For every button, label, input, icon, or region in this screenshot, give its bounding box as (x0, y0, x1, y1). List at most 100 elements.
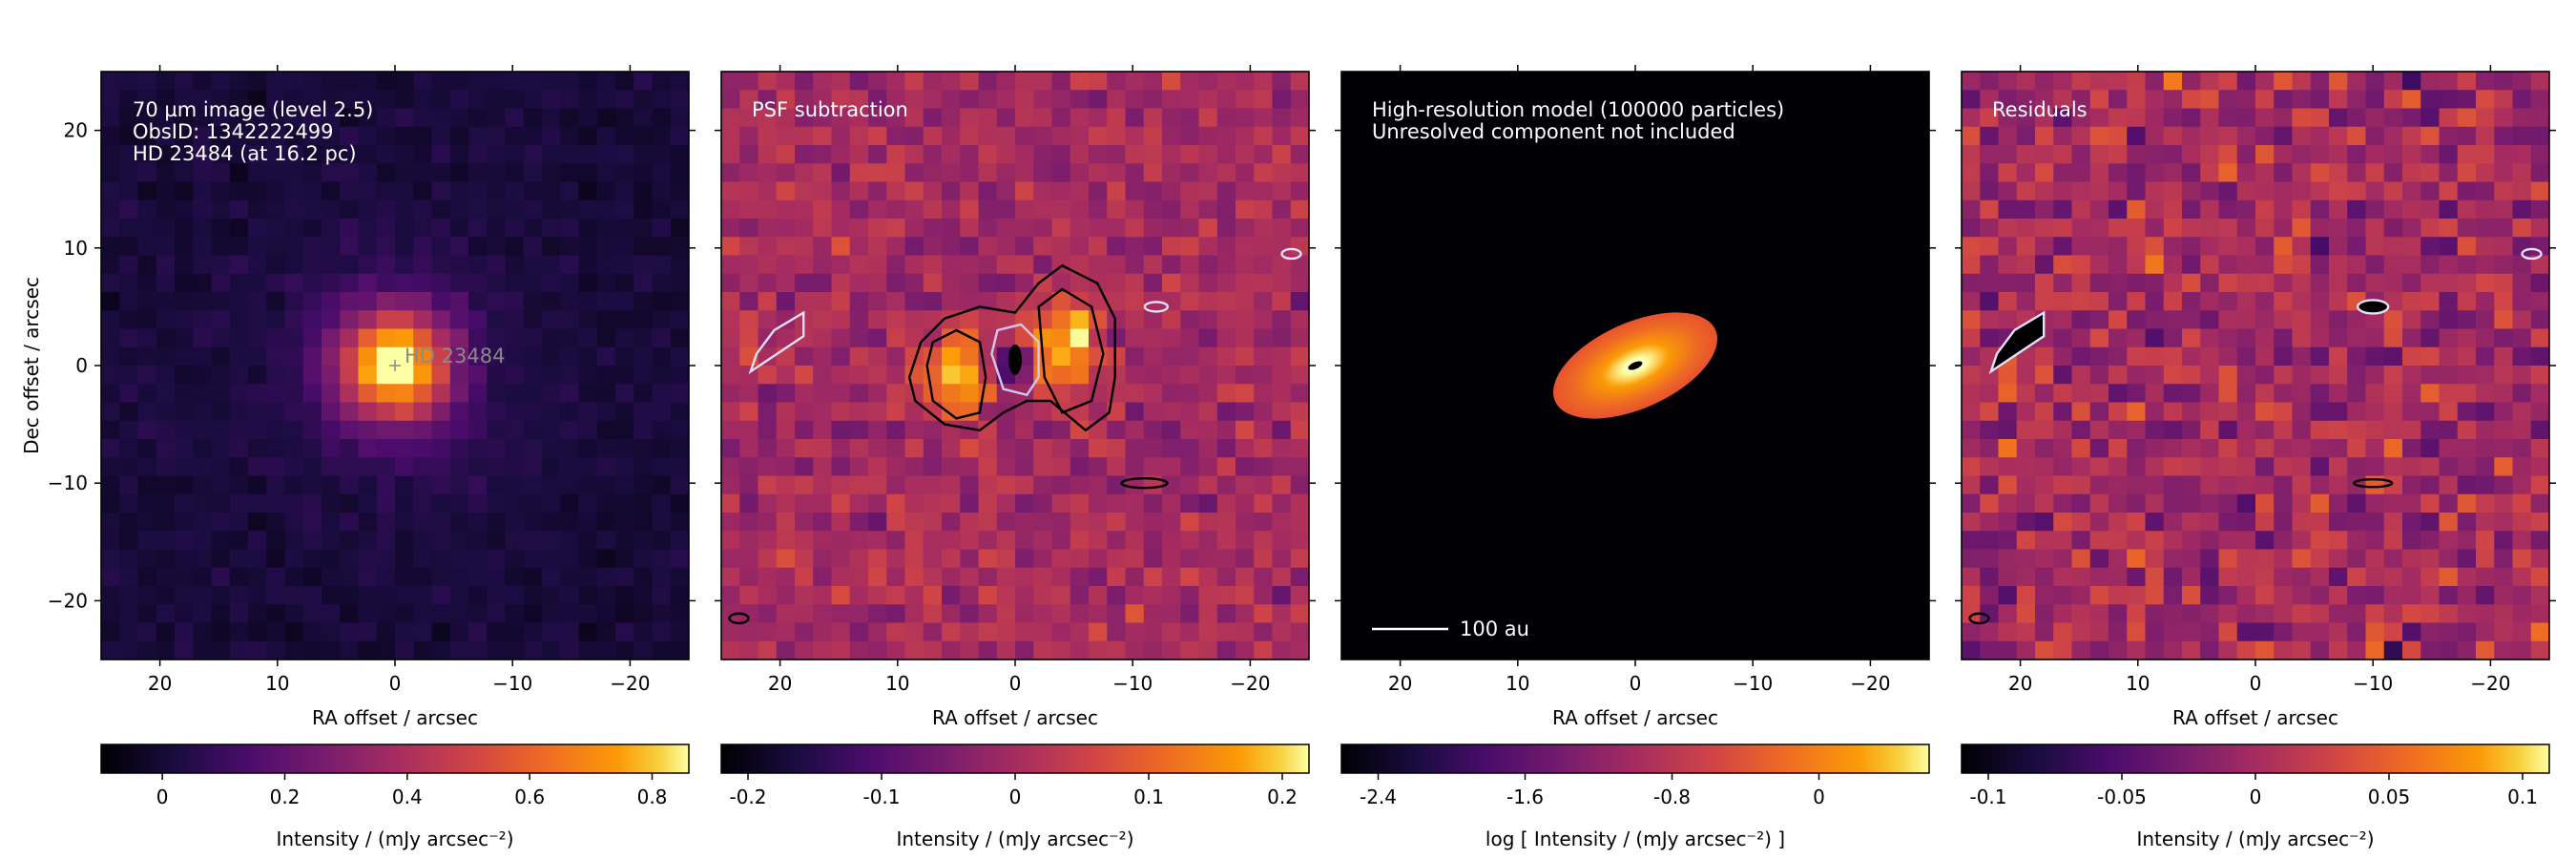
image-pixel (468, 90, 488, 110)
image-pixel (578, 255, 598, 275)
image-pixel (266, 328, 286, 348)
image-pixel (996, 475, 1016, 495)
image-pixel (302, 622, 322, 642)
image-pixel (831, 292, 851, 311)
image-pixel (2016, 586, 2036, 605)
image-pixel (578, 604, 598, 624)
image-pixel (795, 402, 814, 422)
image-pixel (868, 328, 887, 348)
image-pixel (1125, 549, 1145, 569)
image-pixel (942, 346, 961, 367)
image-pixel (2200, 255, 2220, 275)
image-pixel (193, 292, 213, 311)
image-pixel (942, 237, 961, 257)
image-pixel (904, 273, 924, 293)
image-pixel (119, 199, 139, 220)
image-pixel (175, 163, 194, 183)
image-pixel (248, 457, 267, 477)
image-pixel (1125, 273, 1145, 293)
image-pixel (849, 72, 869, 91)
image-pixel (1051, 549, 1071, 569)
image-pixel (1998, 273, 2018, 293)
image-pixel (542, 475, 561, 495)
image-pixel (2274, 384, 2294, 404)
image-pixel (2053, 292, 2073, 311)
image-pixel (229, 640, 249, 660)
image-pixel (1236, 273, 1255, 293)
image-pixel (652, 420, 672, 440)
image-pixel (1033, 163, 1053, 183)
image-pixel (615, 346, 634, 367)
image-pixel (1290, 292, 1309, 311)
image-pixel (542, 513, 561, 532)
panel-annotation: Unresolved component not included (1372, 120, 1735, 143)
image-pixel (1998, 366, 2018, 385)
image-pixel (322, 439, 341, 458)
image-pixel (322, 219, 341, 238)
image-pixel (1290, 108, 1309, 128)
image-pixel (923, 90, 943, 110)
image-pixel (248, 292, 267, 311)
image-pixel (978, 199, 998, 220)
image-pixel (119, 237, 139, 257)
image-pixel (1198, 126, 1218, 146)
image-pixel (1033, 493, 1053, 513)
image-pixel (739, 237, 759, 257)
image-pixel (2310, 475, 2330, 495)
image-pixel (634, 108, 654, 128)
image-pixel (596, 219, 616, 238)
image-pixel (1051, 640, 1071, 660)
image-pixel (739, 273, 759, 293)
image-pixel (1162, 219, 1181, 238)
image-pixel (849, 402, 869, 422)
image-pixel (2182, 72, 2201, 91)
image-pixel (1272, 402, 1292, 422)
image-pixel (449, 567, 469, 587)
image-pixel (1962, 255, 1981, 275)
image-pixel (431, 237, 451, 257)
image-pixel (1980, 163, 2000, 183)
image-pixel (1107, 420, 1127, 440)
image-pixel (413, 90, 433, 110)
image-pixel (942, 273, 961, 293)
image-pixel (578, 457, 598, 477)
image-pixel (2439, 145, 2459, 164)
image-pixel (156, 328, 176, 348)
image-pixel (2127, 346, 2147, 367)
image-pixel (2420, 72, 2441, 91)
image-pixel (376, 108, 396, 128)
image-pixel (795, 328, 814, 348)
image-pixel (119, 402, 139, 422)
image-pixel (137, 604, 157, 624)
image-pixel (2383, 622, 2403, 642)
image-pixel (2109, 640, 2128, 660)
image-pixel (849, 531, 869, 551)
image-pixel (340, 622, 360, 642)
image-pixel (2292, 328, 2312, 348)
image-pixel (119, 457, 139, 477)
image-pixel (1015, 531, 1034, 551)
image-pixel (542, 181, 561, 201)
image-pixel (2218, 586, 2238, 605)
image-pixel (978, 402, 998, 422)
image-pixel (137, 531, 157, 551)
scale-bar-label: 100 au (1460, 618, 1529, 640)
image-pixel (2530, 622, 2549, 642)
image-pixel (813, 145, 833, 164)
image-pixel (831, 237, 851, 257)
image-pixel (156, 366, 176, 385)
image-pixel (1180, 549, 1200, 569)
image-pixel (868, 622, 887, 642)
image-pixel (2218, 310, 2238, 330)
image-pixel (340, 255, 360, 275)
image-pixel (2016, 72, 2036, 91)
image-pixel (156, 108, 176, 128)
image-pixel (2236, 531, 2256, 551)
image-pixel (1143, 90, 1163, 110)
image-pixel (1107, 586, 1127, 605)
image-pixel (175, 310, 194, 330)
image-pixel (2255, 549, 2275, 569)
image-pixel (1216, 219, 1236, 238)
image-pixel (996, 255, 1016, 275)
image-pixel (2329, 513, 2348, 532)
